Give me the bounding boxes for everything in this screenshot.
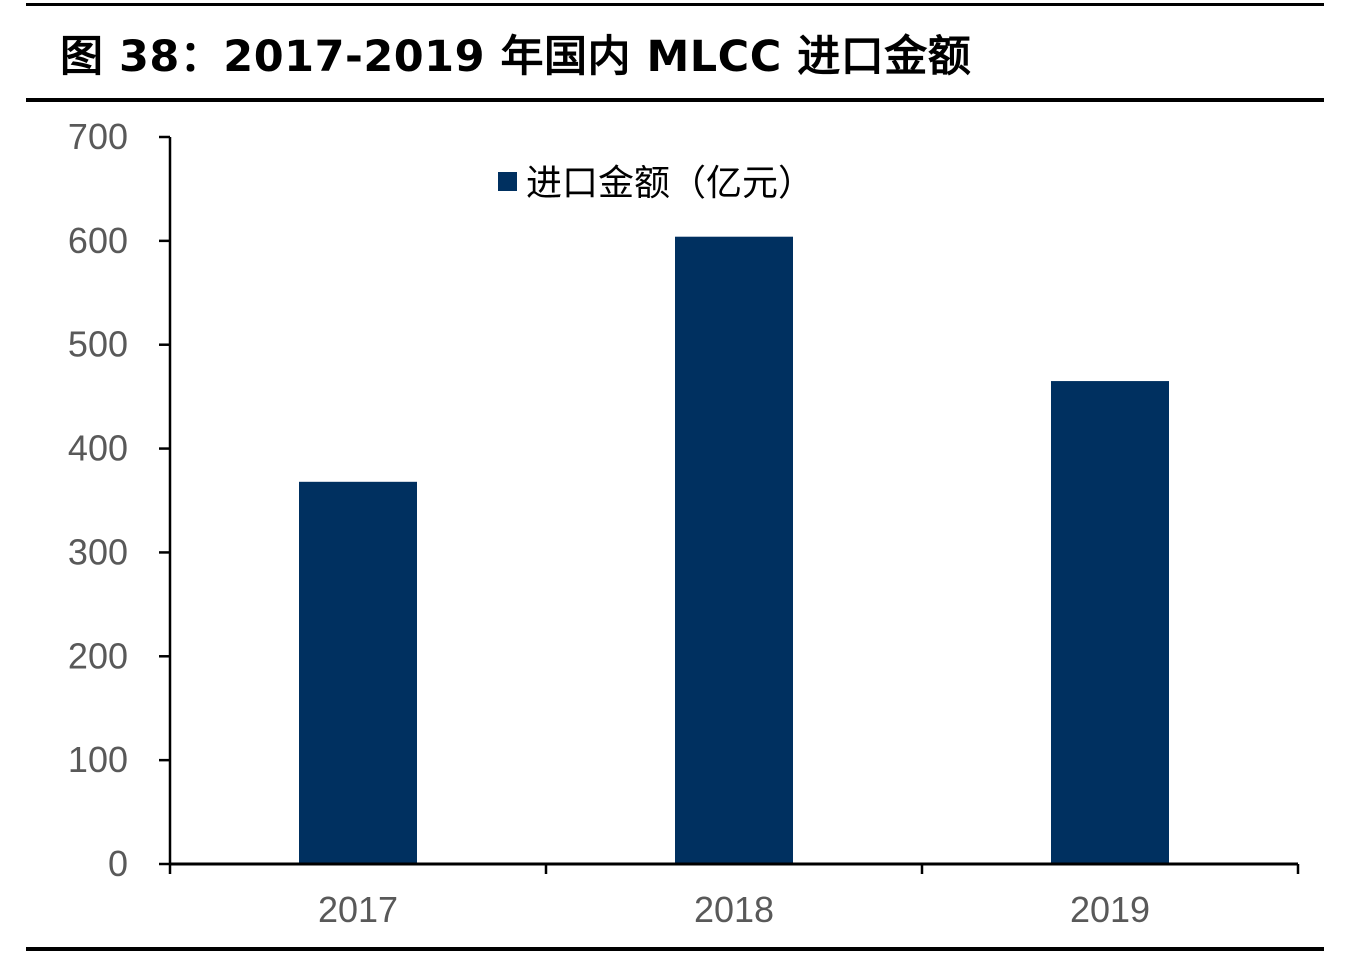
x-tick-label: 2018 [694, 889, 774, 930]
top-rule [26, 3, 1324, 6]
x-tick-label: 2019 [1070, 889, 1150, 930]
x-tick-label: 2017 [318, 889, 398, 930]
x-axis-ticks: 2017 2018 2019 [168, 864, 1300, 930]
axes [168, 137, 1298, 866]
y-tick-label: 400 [68, 428, 128, 469]
bar-2019 [1051, 381, 1169, 864]
bottom-rule [26, 947, 1324, 951]
bar-2017 [299, 481, 417, 864]
y-tick-label: 100 [68, 739, 128, 780]
y-tick-label: 700 [68, 116, 128, 157]
bars-group [299, 236, 1169, 864]
legend-swatch [498, 172, 517, 191]
y-tick-label: 0 [108, 843, 128, 884]
y-tick-label: 600 [68, 220, 128, 261]
y-tick-label: 500 [68, 324, 128, 365]
chart-title: 图 38：2017-2019 年国内 MLCC 进口金额 [60, 32, 972, 82]
y-tick-label: 300 [68, 531, 128, 572]
title-underline [26, 98, 1324, 102]
legend: 进口金额（亿元） [498, 163, 814, 204]
bar-2018 [675, 236, 793, 864]
y-axis-ticks: 0 100 200 300 400 500 600 700 [68, 116, 170, 884]
legend-label: 进口金额（亿元） [526, 163, 814, 204]
y-tick-label: 200 [68, 635, 128, 676]
